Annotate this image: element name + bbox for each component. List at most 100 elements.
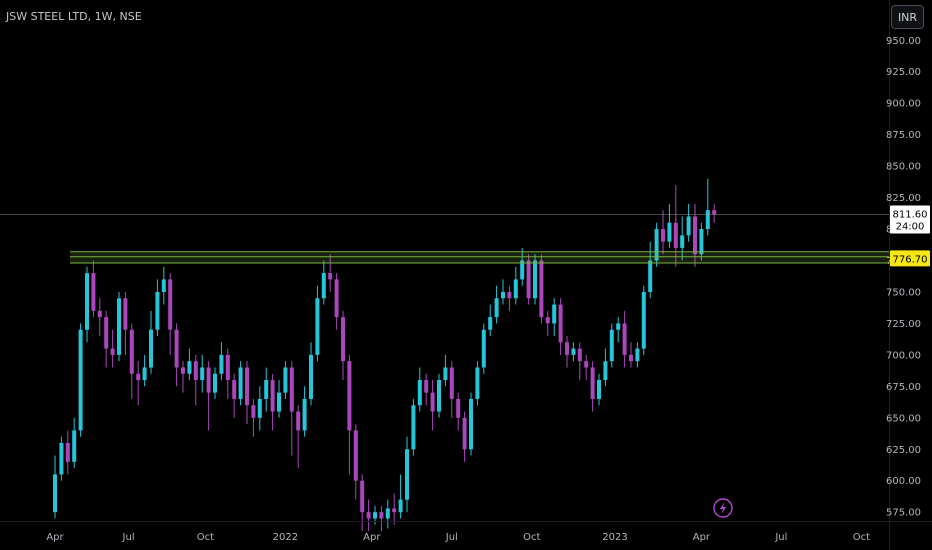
candle — [379, 512, 384, 519]
candle — [661, 229, 665, 242]
candle — [571, 348, 576, 355]
candle — [417, 380, 422, 406]
candle — [590, 367, 595, 399]
candle — [72, 430, 77, 462]
candle — [277, 392, 281, 412]
y-tick-label: 625.00 — [886, 445, 921, 456]
x-tick-label: Jul — [122, 532, 135, 543]
candle — [481, 329, 486, 368]
candle — [302, 398, 307, 431]
y-tick-label: 900.00 — [886, 99, 921, 110]
candle — [584, 361, 589, 368]
x-tick-label: Oct — [523, 532, 540, 543]
candle — [597, 380, 601, 399]
candle — [155, 291, 160, 330]
candle — [565, 342, 569, 355]
candle — [437, 380, 441, 412]
y-tick-label: 925.00 — [886, 67, 921, 78]
candle — [501, 291, 505, 299]
candle — [558, 304, 563, 343]
candle — [341, 317, 345, 362]
candle — [469, 398, 473, 450]
candle — [456, 398, 461, 418]
candle — [667, 222, 672, 242]
candle — [309, 354, 313, 399]
candle — [168, 279, 173, 330]
candle — [296, 411, 301, 431]
candle — [552, 304, 557, 324]
candle — [705, 210, 710, 230]
x-tick-label: Apr — [693, 532, 711, 543]
candle — [238, 367, 243, 399]
candle — [360, 480, 365, 513]
candle — [449, 367, 454, 399]
candle — [680, 235, 685, 248]
candle — [200, 367, 205, 381]
candle — [520, 260, 525, 280]
candle — [91, 273, 96, 311]
candle — [181, 367, 185, 374]
candle — [398, 499, 403, 513]
candle — [385, 508, 390, 519]
candle — [289, 367, 294, 412]
current-price-value: 811.60 — [893, 209, 928, 220]
level-price-value: 776.70 — [893, 254, 928, 265]
x-tick-label: Jul — [774, 532, 787, 543]
candle — [648, 260, 653, 292]
candle — [654, 229, 659, 261]
candle — [411, 405, 416, 450]
candle — [104, 317, 109, 349]
candle — [110, 348, 115, 355]
lightning-bolt-icon[interactable] — [713, 498, 733, 518]
candle — [373, 512, 377, 519]
candle — [213, 373, 217, 393]
candle — [603, 361, 608, 381]
candle — [430, 392, 435, 412]
candle — [392, 508, 397, 513]
candle — [78, 329, 83, 431]
candle — [142, 367, 147, 381]
candle — [65, 442, 70, 462]
candle — [187, 361, 192, 374]
candle — [507, 291, 512, 299]
candle — [193, 361, 198, 381]
candle — [59, 442, 64, 475]
y-tick-label: 600.00 — [886, 476, 921, 487]
candle — [475, 367, 480, 399]
candle — [673, 222, 678, 248]
candle — [334, 279, 339, 318]
candle — [526, 260, 531, 299]
candle — [424, 380, 429, 393]
x-tick-label: Apr — [363, 532, 381, 543]
currency-button[interactable]: INR — [891, 5, 924, 29]
candle — [161, 279, 166, 292]
candle — [315, 298, 320, 355]
candle — [347, 361, 352, 431]
resistance-zone — [70, 251, 889, 264]
y-tick-label: 825.00 — [886, 193, 921, 204]
candle — [353, 430, 358, 481]
candle — [693, 216, 697, 255]
y-tick-label: 750.00 — [886, 287, 921, 298]
level-price-tag — [890, 250, 930, 267]
y-tick-label: 950.00 — [886, 36, 921, 47]
x-tick-label: Apr — [46, 532, 64, 543]
x-tick-label: Oct — [853, 532, 870, 543]
y-tick-label: 675.00 — [886, 382, 921, 393]
y-tick-label: 875.00 — [886, 130, 921, 141]
candle — [283, 367, 288, 393]
y-tick-label: 850.00 — [886, 162, 921, 173]
candle — [405, 449, 409, 500]
candle — [270, 380, 275, 412]
candle — [462, 417, 467, 450]
current-price-tag — [890, 205, 930, 234]
candle — [225, 354, 230, 381]
x-tick-label: 2023 — [602, 532, 627, 543]
y-tick-label: 725.00 — [886, 319, 921, 330]
candle — [245, 367, 249, 406]
candle — [117, 298, 121, 355]
x-tick-label: Oct — [197, 532, 214, 543]
candle — [85, 273, 89, 330]
